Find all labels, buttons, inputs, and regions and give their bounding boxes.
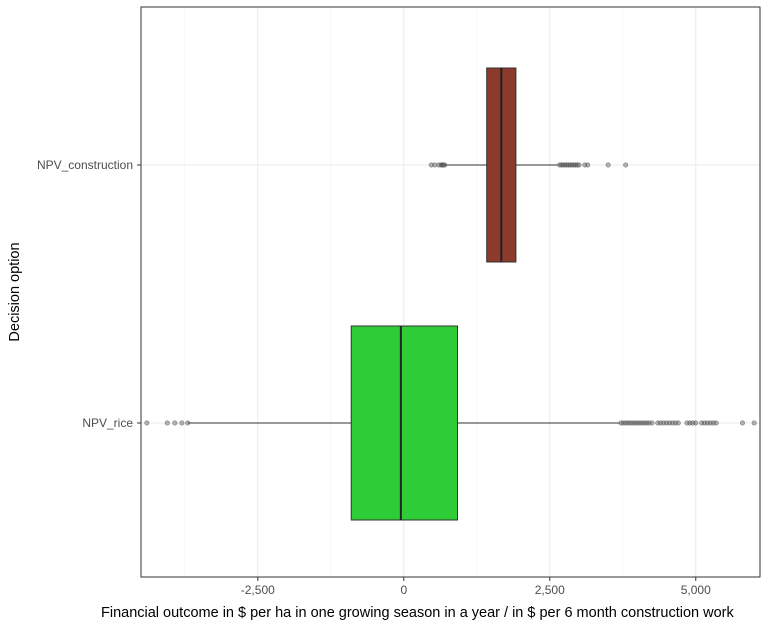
outlier-NPV_rice-30 [693,420,699,426]
x-tick-label-2: 2,500 [535,583,565,597]
outlier-NPV_rice-18 [649,420,655,426]
y-tick-label-construction: NPV_construction [37,158,133,172]
outlier-NPV_construction-9 [560,162,566,168]
outlier-NPV_rice-26 [675,420,681,426]
outlier-NPV_construction-12 [565,162,571,168]
outlier-NPV_rice-1 [164,420,170,426]
outlier-NPV_rice-4 [185,420,191,426]
y-tick-label-rice: NPV_rice [82,416,133,430]
box-NPV_rice [350,325,459,521]
boxplot-NPV_rice [144,325,757,521]
outlier-NPV_construction-0 [428,162,434,168]
outlier-NPV_rice-2 [172,420,178,426]
x-axis: -2,500 0 2,500 5,000 [241,577,711,597]
outlier-NPV_construction-16 [572,162,578,168]
outlier-NPV_construction-17 [574,162,580,168]
outlier-NPV_construction-8 [558,162,564,168]
outlier-NPV_rice-36 [713,420,719,426]
x-tick-label-0: -2,500 [241,583,275,597]
outlier-NPV_construction-22 [623,162,629,168]
y-axis-title: Decision option [7,242,23,341]
outlier-NPV_construction-20 [585,162,591,168]
outlier-NPV_construction-11 [564,162,570,168]
outlier-NPV_rice-37 [739,420,745,426]
outlier-NPV_construction-1 [432,162,438,168]
outlier-NPV_construction-14 [569,162,575,168]
outlier-NPV_construction-15 [571,162,577,168]
x-tick-label-3: 5,000 [681,583,711,597]
y-axis: NPV_construction NPV_rice [37,158,141,430]
outlier-NPV_construction-13 [567,162,573,168]
outlier-NPV_construction-18 [576,162,582,168]
outlier-NPV_construction-6 [442,162,448,168]
boxplot-NPV_construction [428,67,629,263]
x-axis-title: Financial outcome in $ per ha in one gro… [101,605,734,621]
outlier-NPV_rice-0 [144,420,150,426]
outlier-NPV_construction-7 [557,162,563,168]
marks-layer [144,67,757,521]
outlier-NPV_construction-10 [562,162,568,168]
outlier-NPV_rice-3 [179,420,185,426]
plot-panel-border [140,6,761,578]
x-tick-label-1: 0 [400,583,407,597]
outlier-NPV_construction-21 [605,162,611,168]
outlier-NPV_rice-38 [751,420,757,426]
